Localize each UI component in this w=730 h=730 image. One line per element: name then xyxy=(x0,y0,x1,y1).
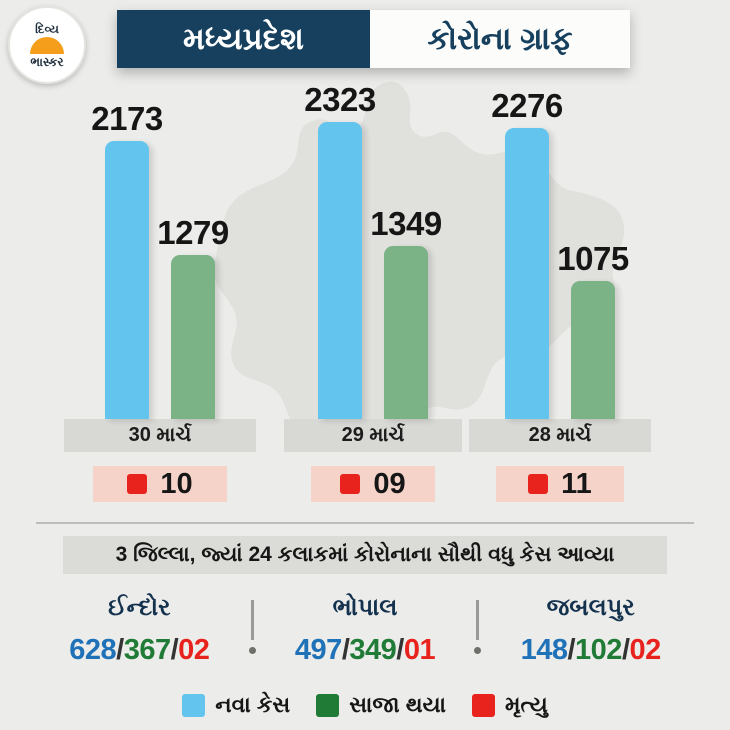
deaths-box: 09 xyxy=(310,466,436,502)
bar-value-label: 1075 xyxy=(557,240,629,277)
districts-row: ઈન્દોર 628/367/02 ભોપાલ 497/349/01 જબલપુ… xyxy=(28,594,702,667)
districts-section-title: 3 જિલ્લા, જ્યાં 24 કલાકમાં કોરોનાના સૌથી… xyxy=(63,536,667,574)
district-numbers: 148/102/02 xyxy=(479,634,702,667)
deaths-color-swatch-icon xyxy=(472,693,495,717)
bar-value-label: 2173 xyxy=(91,100,163,137)
legend-item-deaths: મૃત્યુ xyxy=(472,692,548,718)
district-numbers: 497/349/01 xyxy=(254,634,477,667)
column-separator xyxy=(248,600,256,654)
date-label: 28 માર્ચ xyxy=(469,419,651,452)
recovered-color-swatch-icon xyxy=(316,693,340,717)
bars-row: 2323 1349 xyxy=(284,79,462,419)
slash-separator: / xyxy=(621,634,630,666)
new-cases-count: 148 xyxy=(520,634,568,666)
bar-recovered xyxy=(171,255,215,419)
state-title: મધ્યપ્રદેશ xyxy=(117,10,370,68)
district-numbers: 628/367/02 xyxy=(28,634,251,667)
bar-recovered xyxy=(571,281,615,419)
district-indore: ઈન્દોર 628/367/02 xyxy=(28,594,251,667)
new-cases-count: 497 xyxy=(294,634,342,666)
district-name: ઈન્દોર xyxy=(108,594,171,621)
recovered-count: 102 xyxy=(575,634,622,666)
bar-recovered xyxy=(384,246,428,419)
bars-row: 2276 1075 xyxy=(469,79,651,419)
slash-separator: / xyxy=(396,634,404,666)
deaths-square-icon xyxy=(340,474,361,494)
slash-separator: / xyxy=(341,634,350,666)
bar-new-cases xyxy=(505,128,549,419)
date-label: 29 માર્ચ xyxy=(284,419,462,452)
logo-text-bottom: ભાસ્કર xyxy=(30,54,64,69)
bar-new-cases xyxy=(105,141,149,419)
bar-value-label: 2323 xyxy=(304,81,376,118)
slash-separator: / xyxy=(567,634,576,666)
slash-separator: / xyxy=(116,634,124,666)
bar-group: 2276 1075 28 માર્ચ 11 xyxy=(469,79,651,502)
bar-column: 2173 xyxy=(91,98,163,419)
bar-group: 2323 1349 29 માર્ચ 09 xyxy=(284,79,462,502)
slash-separator: / xyxy=(170,634,179,666)
bar-column: 2276 xyxy=(491,85,563,419)
deaths-count: 02 xyxy=(629,634,662,666)
bar-column: 1349 xyxy=(370,203,442,419)
column-separator xyxy=(474,600,482,654)
bar-value-label: 1349 xyxy=(370,205,442,242)
recovered-count: 367 xyxy=(123,634,171,666)
deaths-square-icon xyxy=(528,474,549,494)
deaths-count: 02 xyxy=(178,634,210,666)
legend-label: નવા કેસ xyxy=(215,692,291,717)
deaths-count: 11 xyxy=(561,467,592,500)
deaths-square-icon xyxy=(127,474,148,494)
new-cases-color-swatch-icon xyxy=(182,693,206,717)
new-cases-count: 628 xyxy=(69,634,117,666)
legend-label: સાજા થયા xyxy=(349,692,446,717)
deaths-count: 01 xyxy=(403,634,436,666)
deaths-count: 10 xyxy=(160,467,193,500)
section-divider xyxy=(36,522,694,524)
district-bhopal: ભોપાલ 497/349/01 xyxy=(254,594,477,667)
bar-new-cases xyxy=(318,122,362,419)
bar-value-label: 1279 xyxy=(157,214,229,251)
district-name: જબલપુર xyxy=(546,594,635,621)
logo-sun-icon xyxy=(30,36,64,54)
chart-legend: નવા કેસ સાજા થયા મૃત્યુ xyxy=(0,692,730,718)
deaths-count: 09 xyxy=(373,467,406,500)
recovered-count: 349 xyxy=(349,634,397,666)
bar-column: 1279 xyxy=(157,212,229,419)
divya-bhaskar-logo: દિવ્ય ભાસ્કર xyxy=(8,6,86,84)
bar-chart: 2173 1279 30 માર્ચ 10 2323 1349 29 માર્ચ 09 2276… xyxy=(0,79,730,509)
chart-title: કોરોના ગ્રાફ xyxy=(370,10,630,68)
deaths-box: 10 xyxy=(92,466,228,502)
logo-text-top: દિવ્ય xyxy=(35,21,59,36)
legend-label: મૃત્યુ xyxy=(505,692,548,717)
legend-item-recovered: સાજા થયા xyxy=(316,692,446,718)
deaths-box: 11 xyxy=(496,466,624,502)
bars-row: 2173 1279 xyxy=(64,79,256,419)
header: મધ્યપ્રદેશ કોરોના ગ્રાફ xyxy=(117,10,630,68)
bar-value-label: 2276 xyxy=(491,87,563,124)
district-jabalpur: જબલપુર 148/102/02 xyxy=(479,594,702,667)
date-label: 30 માર્ચ xyxy=(64,419,256,452)
district-name: ભોપાલ xyxy=(332,594,398,621)
bar-column: 1075 xyxy=(557,238,629,419)
bar-column: 2323 xyxy=(304,79,376,419)
bar-group: 2173 1279 30 માર્ચ 10 xyxy=(64,79,256,502)
legend-item-new-cases: નવા કેસ xyxy=(182,692,290,718)
